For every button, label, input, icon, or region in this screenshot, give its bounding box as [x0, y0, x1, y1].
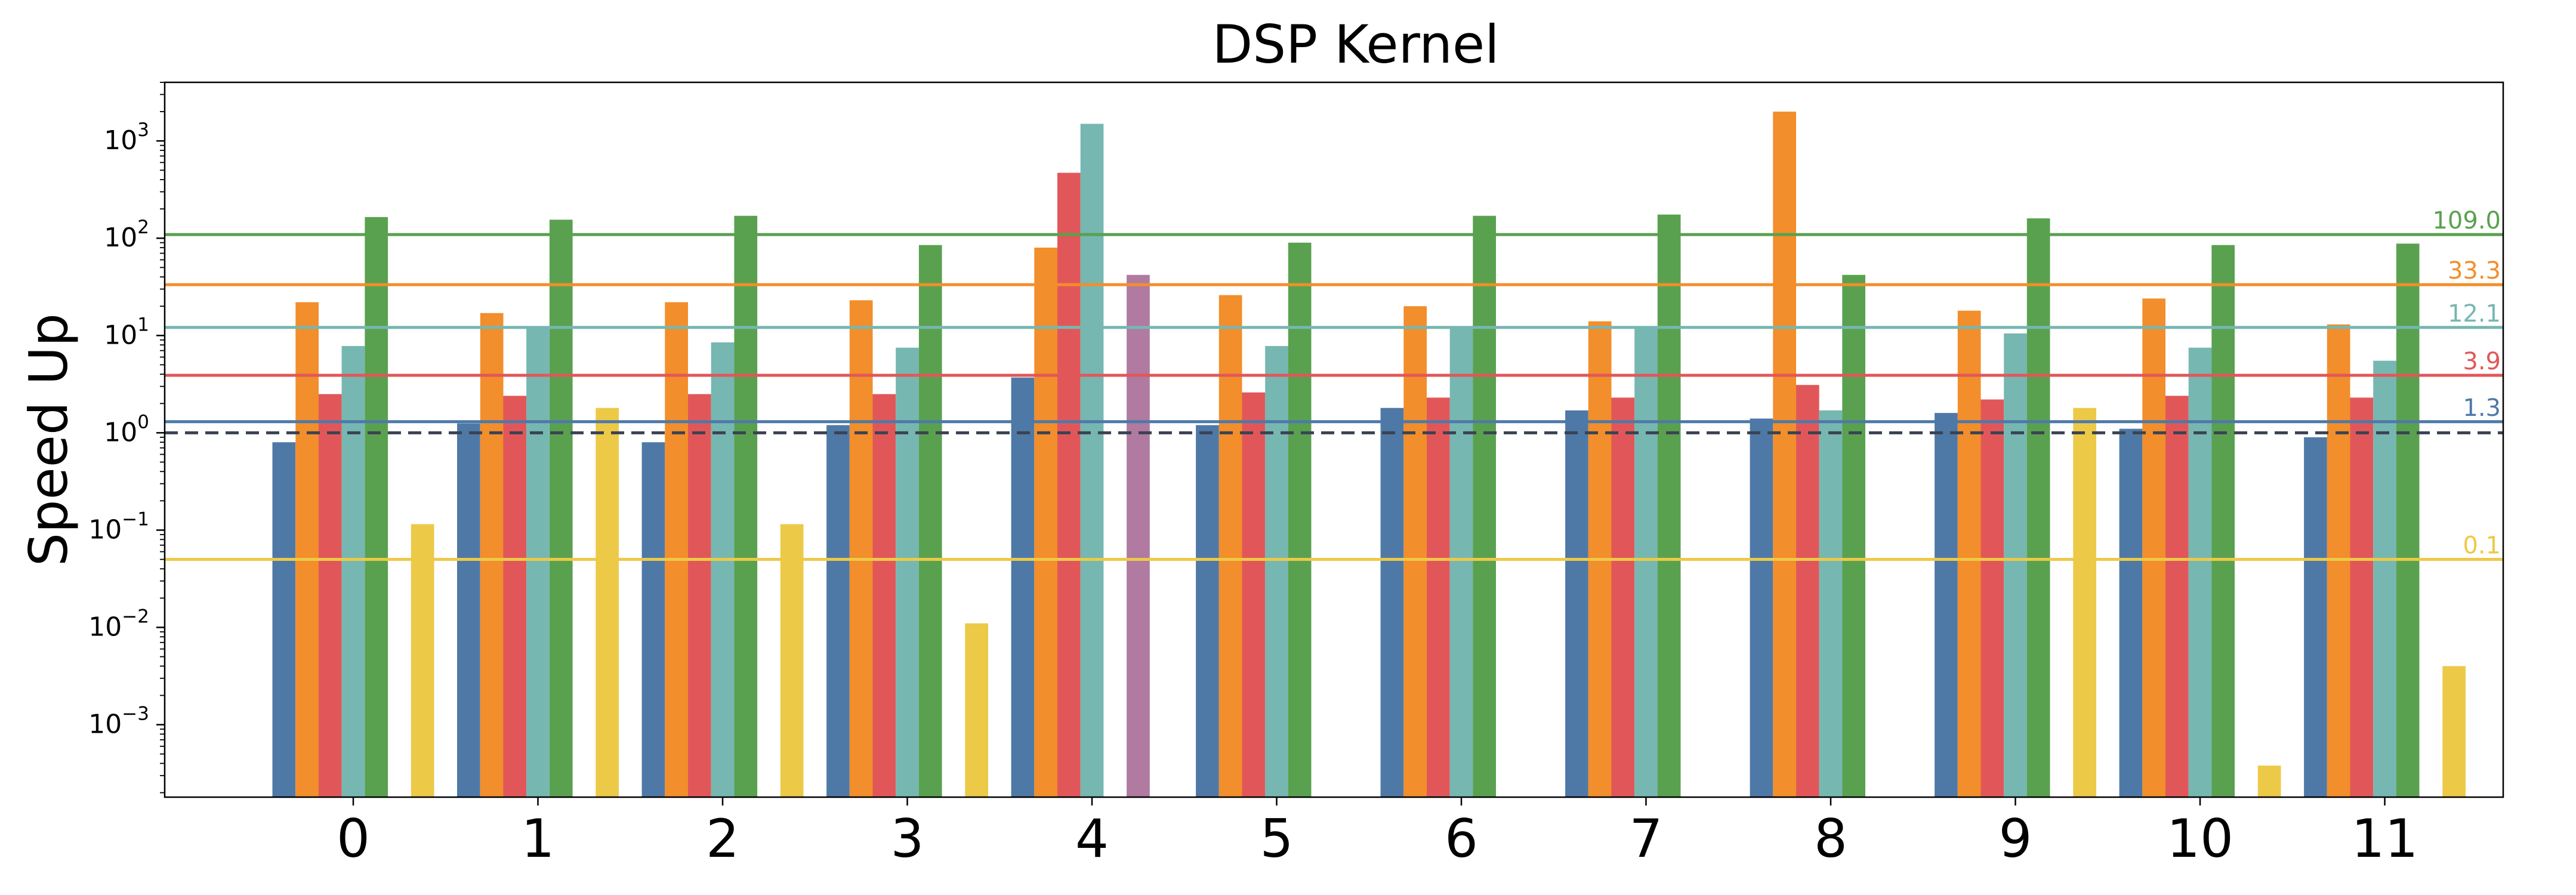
- bar-s1-c9: [1957, 310, 1981, 797]
- axes-frame: [163, 81, 2504, 798]
- bar-s0-c10: [2119, 428, 2143, 797]
- bar-s4-c0: [365, 217, 388, 797]
- bar-s3-c11: [2373, 360, 2396, 797]
- bar-s0-c7: [1565, 410, 1588, 797]
- bar-s0-c3: [826, 425, 850, 797]
- y-tick-label-6: 103: [104, 119, 149, 156]
- reference-line-label-2: 12.1: [2448, 300, 2501, 328]
- bar-s4-c1: [549, 220, 573, 797]
- bar-s6-c0: [411, 524, 434, 797]
- y-tick-label-1: 10−2: [88, 606, 149, 642]
- bar-s4-c2: [734, 215, 758, 797]
- bar-s4-c9: [2026, 218, 2050, 797]
- bar-s4-c7: [1657, 214, 1681, 798]
- reference-line-label-5: 0.1: [2463, 532, 2501, 560]
- bar-s2-c5: [1242, 392, 1266, 797]
- bar-s3-c6: [1449, 328, 1473, 797]
- reference-line-label-4: 1.3: [2463, 394, 2501, 422]
- bar-s3-c4: [1080, 124, 1104, 797]
- bar-s2-c8: [1796, 385, 1819, 797]
- bar-s3-c5: [1265, 345, 1288, 797]
- bar-s1-c5: [1218, 295, 1242, 798]
- bar-s2-c7: [1611, 397, 1635, 797]
- bar-s4-c5: [1288, 242, 1312, 797]
- bar-s6-c11: [2442, 666, 2466, 797]
- x-tick-label-1: 1: [522, 808, 555, 869]
- y-tick-label-5: 102: [104, 217, 149, 253]
- y-tick-label-0: 10−3: [88, 703, 149, 740]
- reference-line-label-1: 33.3: [2448, 257, 2501, 285]
- bar-s0-c1: [457, 423, 480, 797]
- bar-s3-c3: [896, 347, 919, 797]
- bar-s4-c8: [1842, 274, 1865, 797]
- y-tick-label-3: 100: [104, 411, 149, 448]
- bar-s3-c7: [1634, 328, 1658, 797]
- plot-area: 109.033.312.13.91.30.110−310−210−1100101…: [88, 81, 2504, 869]
- bar-s3-c8: [1819, 410, 1843, 797]
- bar-s1-c6: [1403, 306, 1427, 797]
- chart-title: DSP Kernel: [1212, 14, 1499, 75]
- x-tick-label-10: 10: [2167, 808, 2233, 869]
- bar-s1-c8: [1773, 112, 1796, 798]
- bar-s3-c10: [2188, 347, 2212, 797]
- x-tick-label-4: 4: [1075, 808, 1109, 869]
- bar-s2-c4: [1057, 172, 1081, 798]
- bar-s2-c11: [2350, 397, 2374, 797]
- bar-s2-c6: [1427, 397, 1450, 797]
- y-tick-label-4: 101: [104, 314, 149, 350]
- bar-s1-c10: [2142, 298, 2165, 797]
- x-tick-label-0: 0: [337, 808, 370, 869]
- x-tick-label-6: 6: [1445, 808, 1478, 869]
- bar-s0-c5: [1196, 425, 1219, 797]
- bar-s0-c0: [272, 442, 296, 797]
- reference-line-label-0: 109.0: [2432, 207, 2501, 234]
- bar-s6-c9: [2073, 408, 2096, 797]
- x-tick-label-7: 7: [1630, 808, 1663, 869]
- x-tick-label-11: 11: [2352, 808, 2418, 869]
- bar-s0-c8: [1750, 418, 1773, 797]
- bar-s2-c3: [872, 394, 896, 797]
- bar-s4-c6: [1473, 215, 1496, 797]
- x-tick-label-8: 8: [1814, 808, 1847, 869]
- bar-s2-c1: [503, 396, 527, 797]
- bar-s0-c11: [2304, 437, 2327, 797]
- bar-s3-c9: [2004, 333, 2027, 797]
- bar-s1-c2: [665, 302, 688, 797]
- bar-s3-c1: [526, 326, 550, 797]
- bar-s4-c11: [2396, 243, 2420, 797]
- y-axis-label: Speed Up: [18, 313, 79, 566]
- bar-s1-c3: [849, 300, 873, 797]
- bar-s6-c10: [2257, 766, 2281, 797]
- bar-s1-c0: [295, 302, 319, 797]
- x-tick-label-2: 2: [706, 808, 739, 869]
- bar-s6-c2: [780, 524, 804, 797]
- bar-s0-c9: [1935, 413, 1958, 797]
- bar-s6-c3: [965, 623, 988, 797]
- bar-s0-c4: [1011, 377, 1035, 797]
- x-tick-label-9: 9: [1999, 808, 2032, 869]
- bar-s1-c1: [480, 313, 504, 797]
- x-tick-label-5: 5: [1260, 808, 1294, 869]
- reference-line-label-3: 3.9: [2463, 348, 2501, 375]
- bar-s1-c4: [1034, 248, 1057, 797]
- bar-s0-c2: [641, 442, 665, 797]
- bar-s0-c6: [1380, 408, 1404, 797]
- x-tick-label-3: 3: [891, 808, 924, 869]
- bar-s4-c10: [2211, 245, 2235, 797]
- bar-s2-c2: [688, 394, 711, 797]
- y-tick-label-2: 10−1: [88, 508, 149, 545]
- bar-s2-c10: [2165, 396, 2189, 797]
- bar-s4-c3: [918, 245, 942, 797]
- bar-s2-c0: [318, 394, 342, 797]
- bar-s2-c9: [1980, 399, 2004, 797]
- bar-s3-c0: [341, 345, 365, 797]
- bar-s5-c4: [1127, 274, 1150, 797]
- bar-s6-c1: [596, 408, 619, 797]
- bar-s3-c2: [711, 342, 735, 797]
